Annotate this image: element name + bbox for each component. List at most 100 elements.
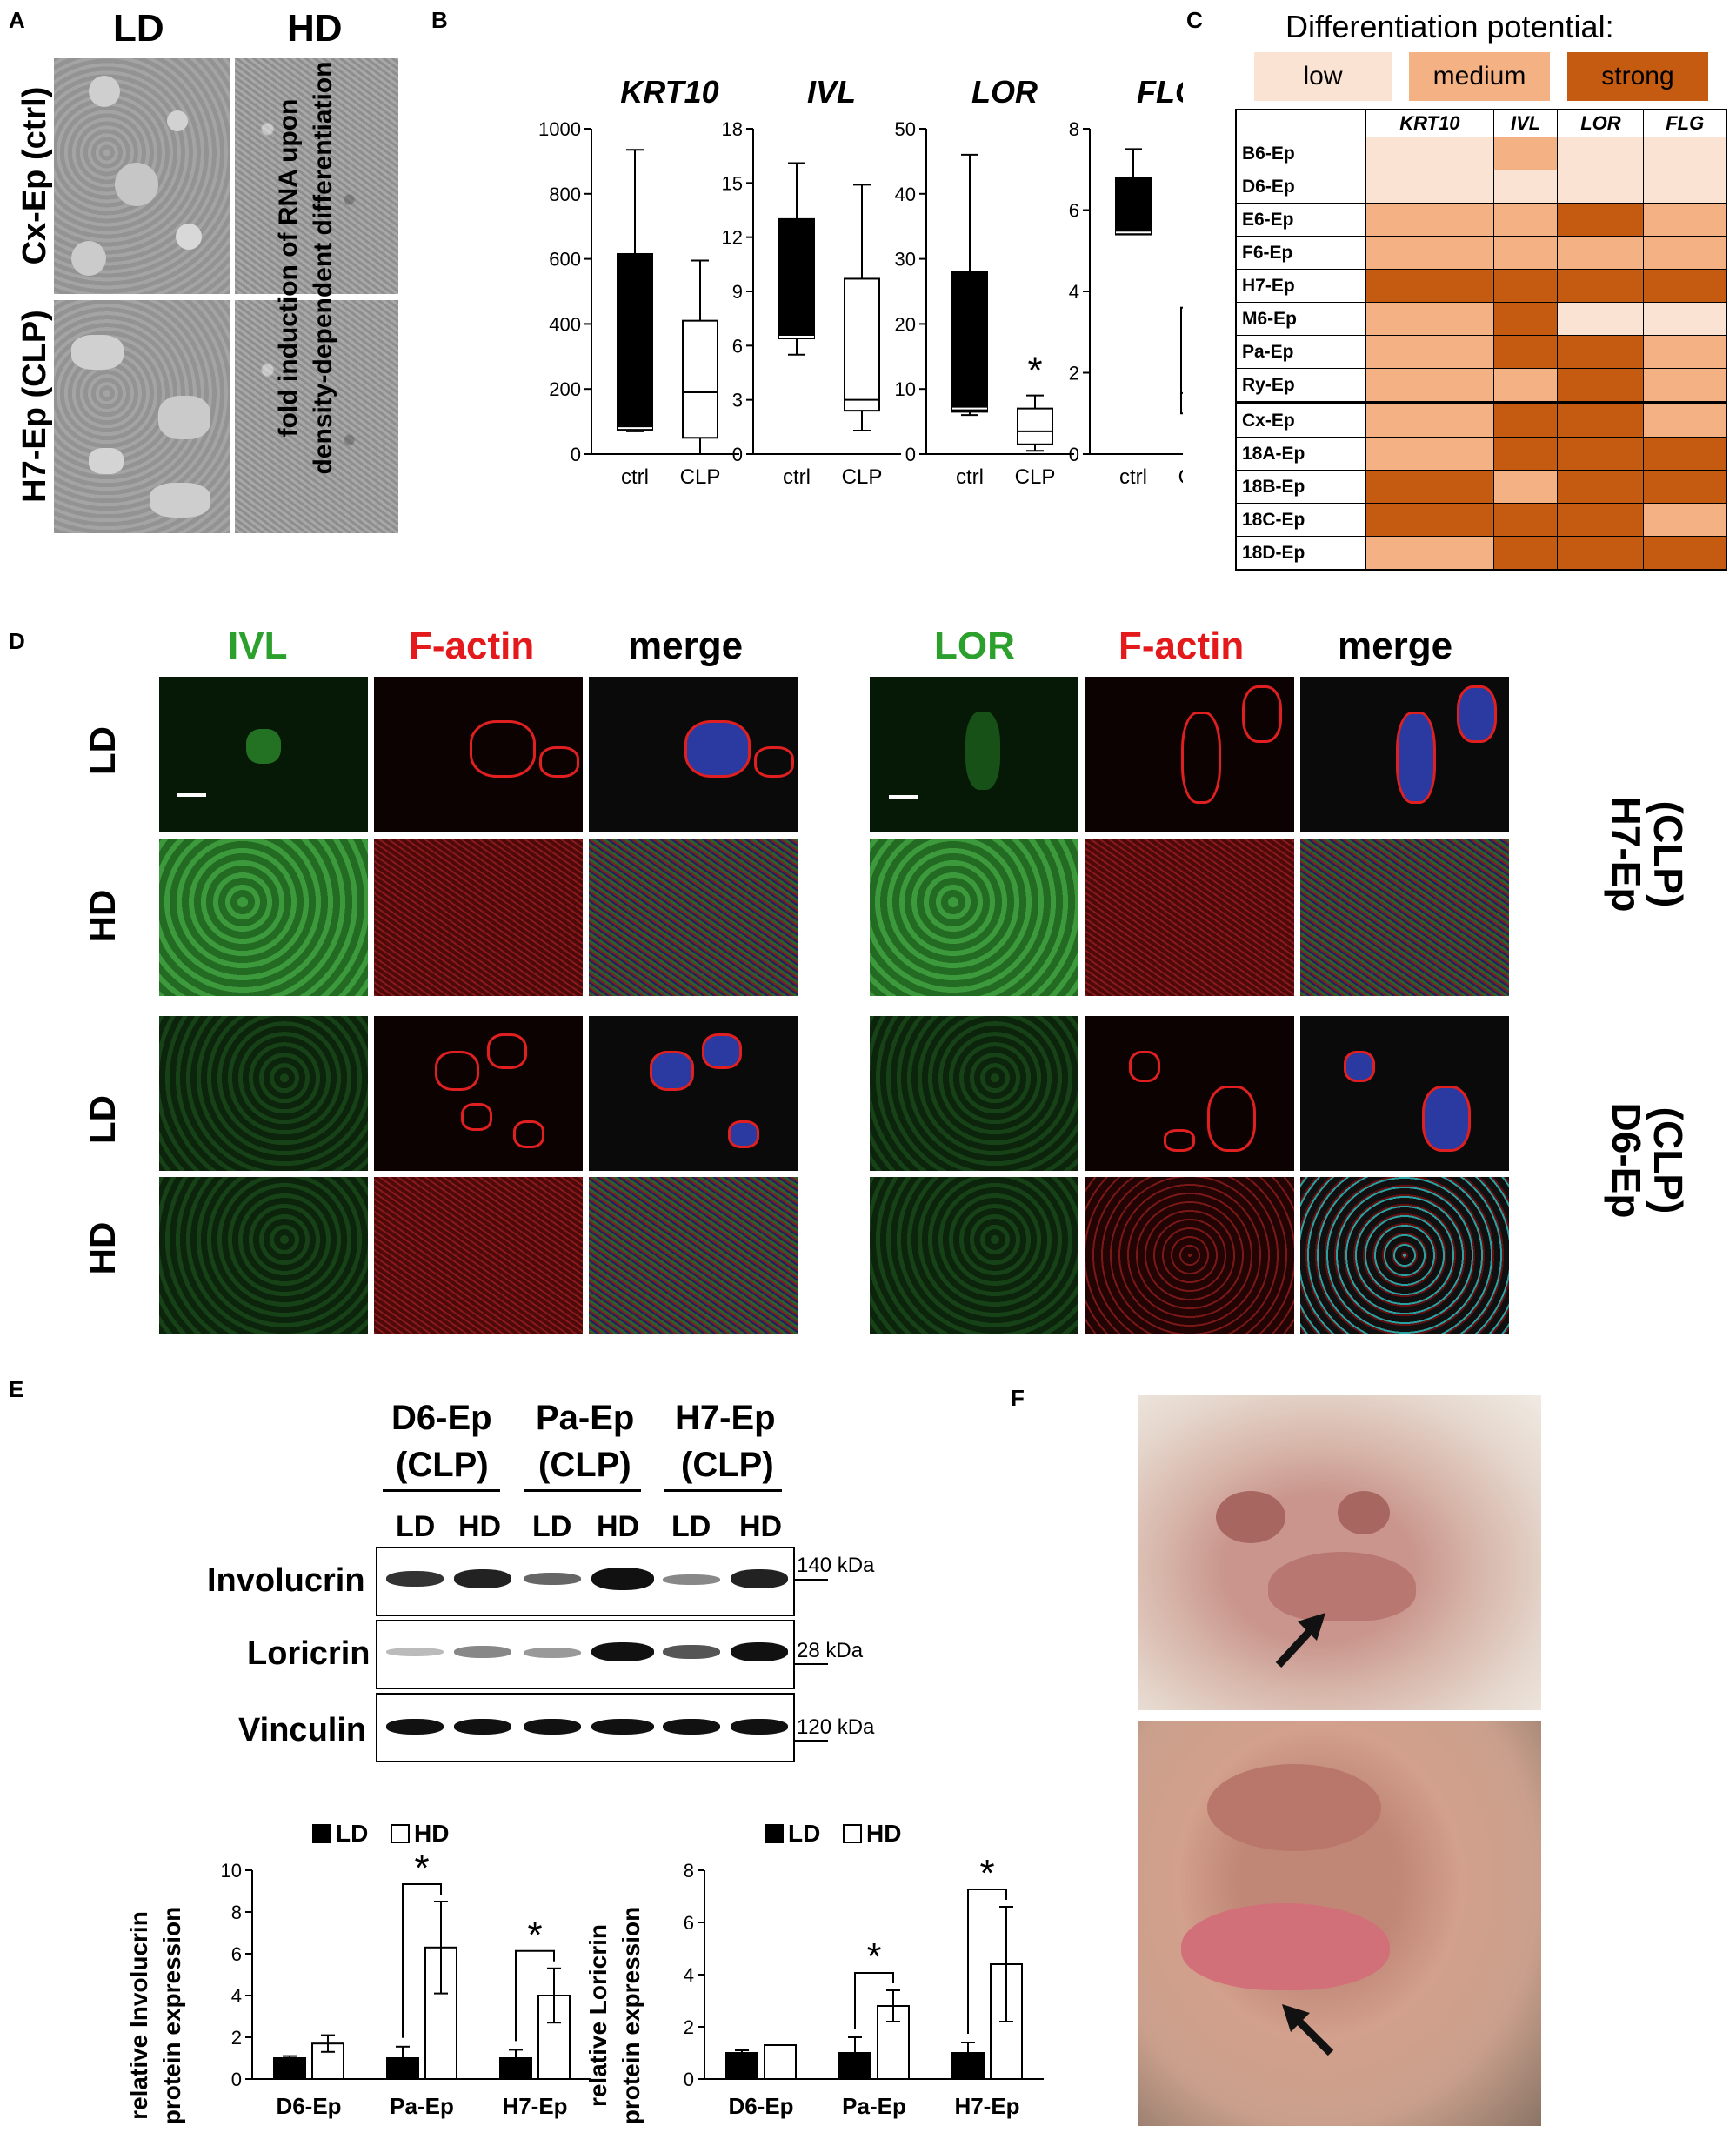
bar-significance-bracket (967, 1889, 1007, 2034)
bar-legend-label: HD (866, 1820, 901, 1847)
panel-a-row-clp: H7-Ep (CLP) (17, 310, 53, 503)
heatmap-row-label: F6-Ep (1235, 236, 1366, 270)
boxplot-tick-label: 40 (895, 184, 916, 205)
panel-d-merge-h7-hd (589, 839, 798, 996)
bar-legend-swatch (312, 1824, 331, 1843)
heatmap-cell (1492, 368, 1559, 404)
panel-e-lane-2: HD (458, 1510, 502, 1543)
heatmap-col-ivl: IVL (1492, 109, 1559, 137)
heatmap-cell (1365, 236, 1494, 270)
panel-d-col-factin-left: F-actin (409, 625, 535, 667)
panel-d-ivl-h7-ld (159, 677, 368, 832)
bar-category-label: Pa-Ep (842, 2093, 906, 2119)
heatmap-cell (1365, 536, 1494, 571)
panel-c-legend-medium: medium (1409, 52, 1550, 101)
panel-d-factin-d6-hd (374, 1177, 583, 1334)
heatmap-cell (1643, 536, 1727, 571)
panel-b-ylabel-line1: fold induction of RNA upon (274, 98, 303, 438)
boxplot-tick-label: 15 (722, 172, 743, 194)
heatmap-cell (1365, 137, 1494, 170)
heatmap-cell (1365, 302, 1494, 336)
panel-d-group-d6-line2: (CLP) (1646, 1106, 1691, 1214)
bar-tick-label: 2 (684, 2016, 694, 2038)
boxplot-tick-label: 0 (571, 444, 581, 465)
panel-e-lane-3: LD (532, 1510, 572, 1543)
panel-d-factin-h7-ld-right (1085, 677, 1294, 832)
heatmap-cell (1492, 402, 1559, 438)
boxplot-category-label: ctrl (956, 465, 984, 489)
heatmap-col-flg: FLG (1643, 109, 1727, 137)
bar-legend-swatch (765, 1824, 784, 1843)
bar (725, 2052, 758, 2080)
boxplot-tick-label: 12 (722, 227, 743, 249)
bar-tick-label: 4 (231, 1985, 242, 2007)
panel-e-group-h7-line1: H7-Ep (675, 1399, 776, 1437)
panel-d-col-lor: LOR (934, 625, 1015, 667)
panel-d-group-h7-line1: H7-Ep (1604, 796, 1649, 913)
boxplot-box (682, 319, 718, 439)
heatmap-cell (1492, 470, 1559, 504)
heatmap-row-label: 18D-Ep (1235, 536, 1366, 571)
panel-e-lane-1: LD (396, 1510, 436, 1543)
panel-e-group-d6-line1: D6-Ep (391, 1399, 492, 1437)
panel-e-bar-chart-loricrin: LD HD 0 2 4 6 8 D6-Ep * Pa-Ep * H7-Ep (684, 1820, 1044, 2119)
panel-d-merge-d6-ld-right (1300, 1016, 1509, 1171)
panel-a-col-ld: LD (113, 7, 164, 50)
panel-e-group-h7-line2: (CLP) (681, 1446, 774, 1484)
panel-d-factin-d6-hd-right (1085, 1177, 1294, 1334)
bar-tick-label: 0 (684, 2069, 694, 2090)
panel-d-merge-h7-ld (589, 677, 798, 832)
bar-category-label: H7-Ep (502, 2093, 567, 2119)
boxplot-tick-label: 18 (722, 118, 743, 140)
heatmap-col-krt10: KRT10 (1365, 109, 1494, 137)
heatmap-cell (1365, 269, 1494, 303)
boxplot-significance-star: * (1027, 350, 1042, 392)
panel-e-marker-140: 140 kDa (797, 1554, 875, 1577)
panel-d-row-hd-1: HD (82, 889, 123, 943)
boxplot-tick-label: 600 (549, 249, 581, 271)
panel-e-marker-line-28 (793, 1663, 828, 1665)
heatmap-cell (1365, 402, 1494, 438)
panel-label-e: E (9, 1376, 24, 1402)
heatmap-cell (1557, 368, 1645, 404)
panel-c-title: Differentiation potential: (1285, 9, 1614, 44)
heatmap-cell (1557, 170, 1645, 204)
panel-d-row-hd-2: HD (82, 1221, 123, 1275)
heatmap-row-label: Ry-Ep (1235, 368, 1366, 404)
heatmap-cell (1557, 470, 1645, 504)
panel-e-blot-loricrin (376, 1620, 795, 1689)
bar (273, 2057, 306, 2080)
panel-e-group-pa-line2: (CLP) (538, 1446, 631, 1484)
boxplot-category-label: ctrl (1119, 465, 1147, 489)
heatmap-cell (1643, 302, 1727, 336)
heatmap-corner (1235, 109, 1366, 137)
boxplot-tick-label: 4 (1069, 281, 1079, 303)
panel-d-lor-h7-hd (870, 839, 1078, 996)
panel-e-lane-6: HD (739, 1510, 783, 1543)
heatmap-cell (1492, 503, 1559, 537)
panel-e-blot-name-loricrin: Loricrin (247, 1635, 371, 1672)
heatmap-col-lor: LOR (1557, 109, 1645, 137)
panel-e-marker-line-140 (793, 1579, 828, 1581)
heatmap-cell (1365, 470, 1494, 504)
boxplot-tick-label: 400 (549, 313, 581, 335)
heatmap-cell (1557, 203, 1645, 237)
heatmap-cell (1492, 437, 1559, 471)
boxplot-title: LOR (971, 74, 1038, 110)
panel-a-image-ctrl-ld (54, 58, 230, 294)
bar-significance-bracket (854, 1972, 894, 2029)
panel-a-image-clp-ld (54, 300, 230, 533)
boxplot-tick-label: 2 (1069, 363, 1079, 384)
heatmap-cell (1492, 302, 1559, 336)
heatmap-row-label: E6-Ep (1235, 203, 1366, 237)
panel-e-marker-line-120 (793, 1740, 828, 1742)
heatmap-row-label: D6-Ep (1235, 170, 1366, 204)
heatmap-cell (1643, 203, 1727, 237)
boxplot-tick-label: 200 (549, 378, 581, 400)
heatmap-cell (1492, 137, 1559, 170)
bar-tick-label: 0 (231, 2069, 242, 2090)
panel-e-blot-name-vinculin: Vinculin (238, 1712, 367, 1748)
panel-d-factin-d6-ld (374, 1016, 583, 1171)
panel-d-col-merge-left: merge (628, 625, 744, 667)
boxplot-tick-label: 0 (732, 444, 743, 465)
